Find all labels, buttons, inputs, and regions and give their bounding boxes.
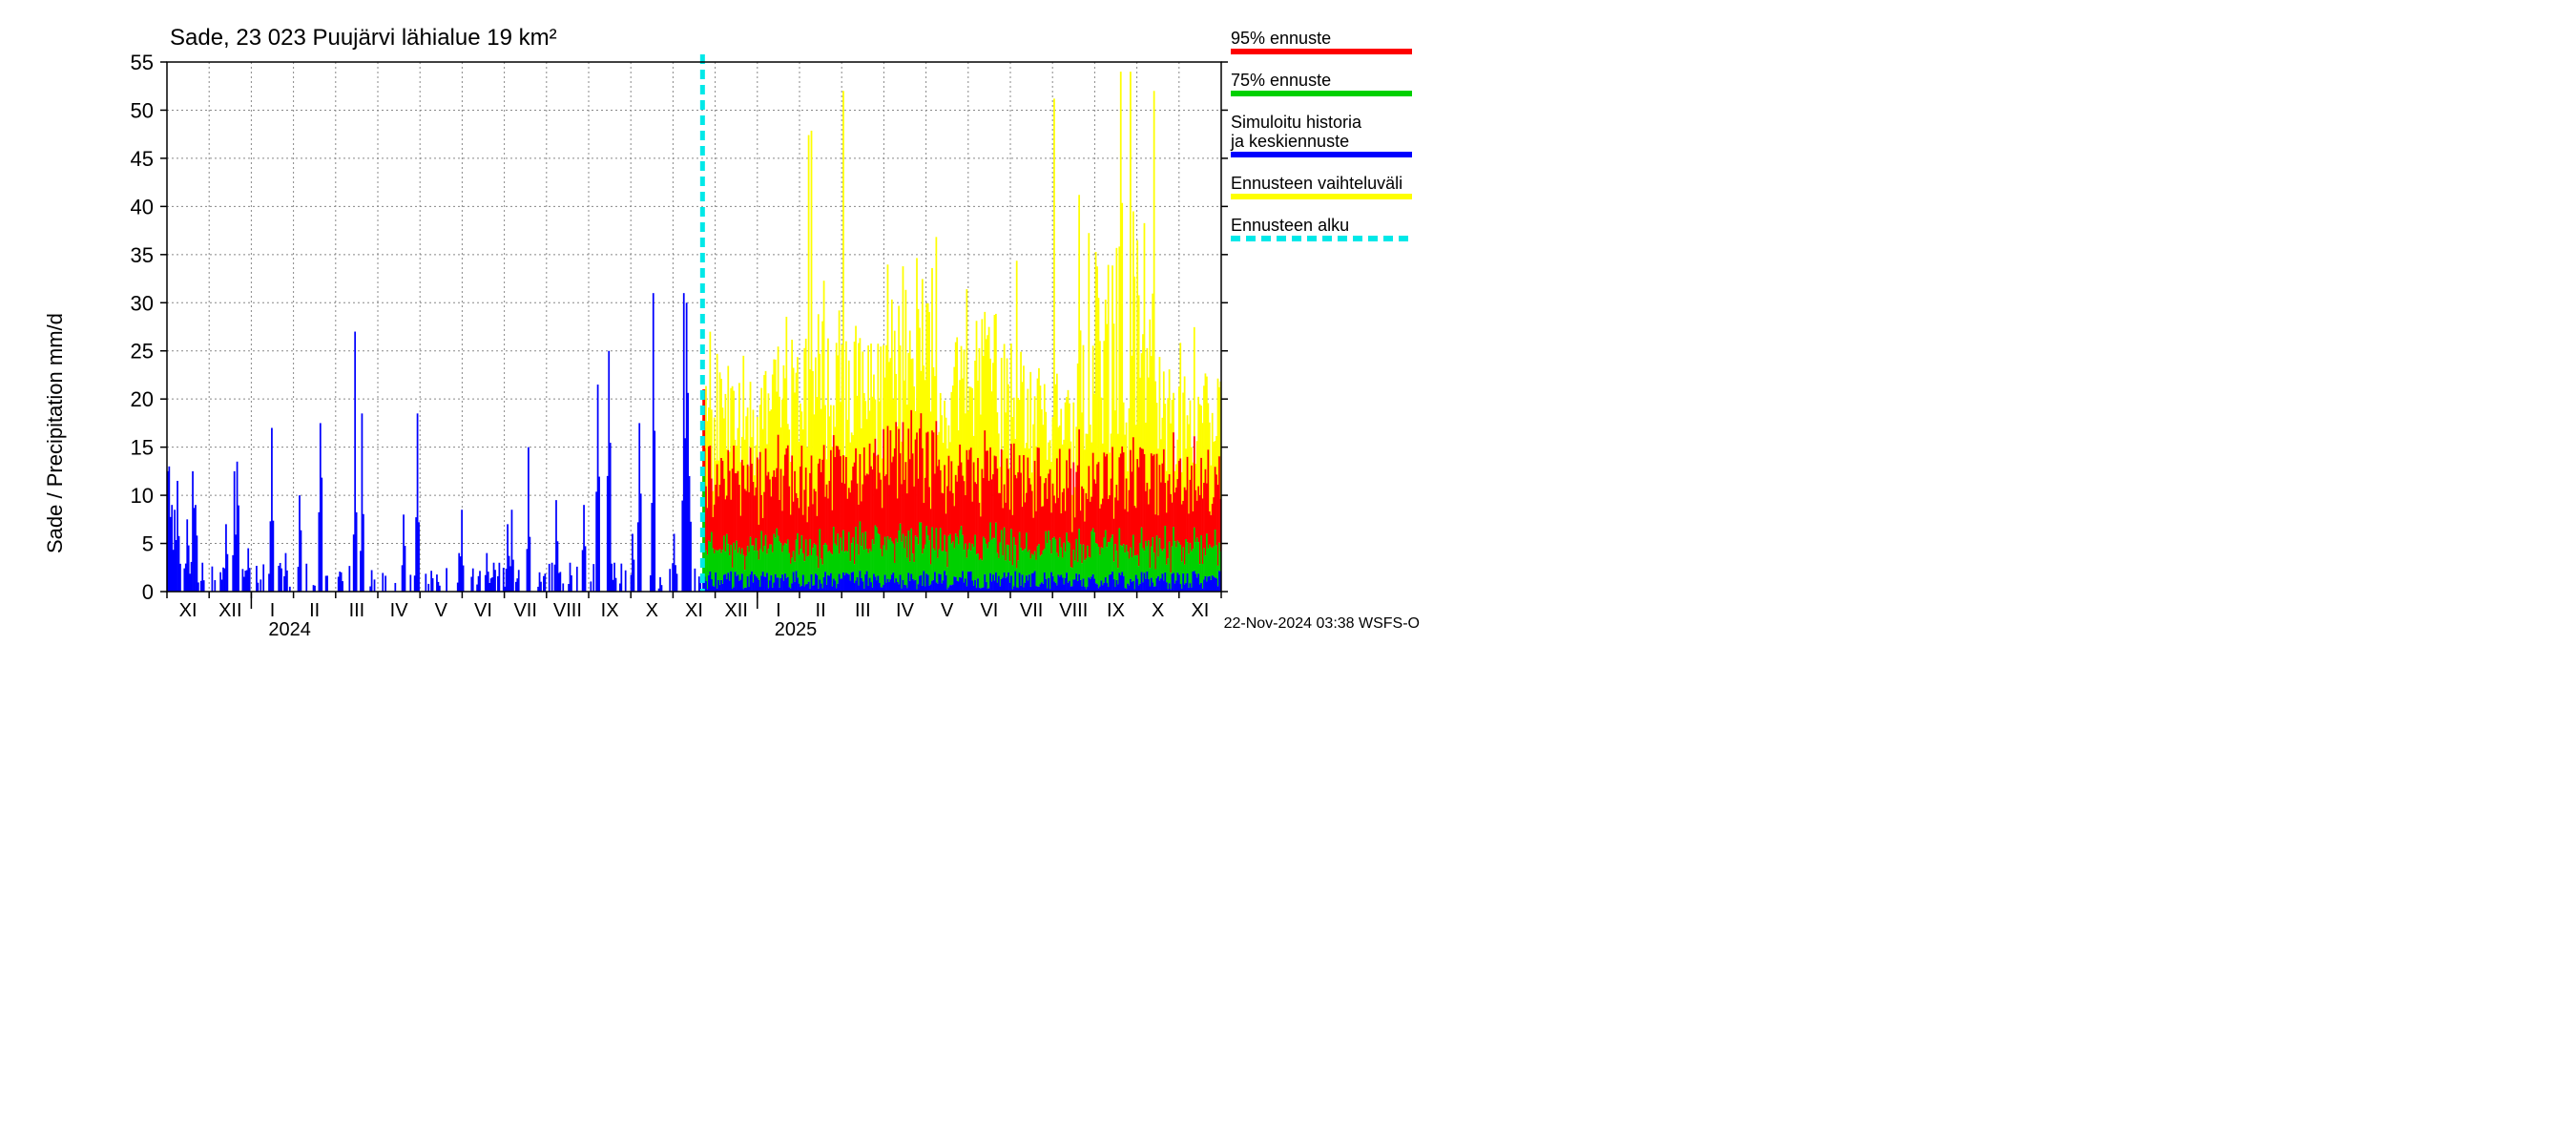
y-axis-label: Sade / Precipitation mm/d <box>43 313 67 553</box>
svg-text:55: 55 <box>131 51 154 74</box>
svg-text:XI: XI <box>685 600 703 621</box>
svg-text:XI: XI <box>1191 600 1209 621</box>
svg-text:2024: 2024 <box>268 619 311 639</box>
svg-text:VI: VI <box>980 600 998 621</box>
svg-text:ja keskiennuste: ja keskiennuste <box>1230 132 1349 151</box>
svg-text:X: X <box>646 600 658 621</box>
svg-text:II: II <box>816 600 826 621</box>
svg-text:IX: IX <box>1107 600 1125 621</box>
svg-text:IX: IX <box>601 600 619 621</box>
svg-text:V: V <box>941 600 954 621</box>
svg-text:Ennusteen vaihteluväli: Ennusteen vaihteluväli <box>1231 174 1402 193</box>
svg-text:75% ennuste: 75% ennuste <box>1231 71 1331 90</box>
svg-text:IV: IV <box>896 600 915 621</box>
svg-text:VIII: VIII <box>553 600 582 621</box>
svg-text:XII: XII <box>724 600 747 621</box>
svg-text:VI: VI <box>474 600 492 621</box>
svg-text:III: III <box>855 600 871 621</box>
svg-text:VII: VII <box>513 600 536 621</box>
svg-text:V: V <box>435 600 448 621</box>
svg-text:30: 30 <box>131 291 154 315</box>
svg-text:25: 25 <box>131 340 154 364</box>
svg-text:95% ennuste: 95% ennuste <box>1231 29 1331 48</box>
chart-svg: 0510152025303540455055XIXIIIIIIIIIVVVIVI… <box>0 0 1431 639</box>
svg-text:50: 50 <box>131 98 154 122</box>
svg-text:15: 15 <box>131 436 154 460</box>
svg-text:5: 5 <box>142 532 154 556</box>
svg-text:0: 0 <box>142 580 154 604</box>
svg-text:III: III <box>349 600 365 621</box>
svg-text:20: 20 <box>131 387 154 411</box>
svg-text:I: I <box>270 600 276 621</box>
chart-title: Sade, 23 023 Puujärvi lähialue 19 km² <box>170 25 557 51</box>
svg-text:35: 35 <box>131 243 154 267</box>
svg-text:40: 40 <box>131 195 154 219</box>
svg-text:II: II <box>309 600 320 621</box>
precipitation-chart: 0510152025303540455055XIXIIIIIIIIIVVVIVI… <box>0 0 1431 639</box>
svg-text:X: X <box>1152 600 1164 621</box>
svg-text:IV: IV <box>390 600 409 621</box>
svg-text:Simuloitu historia: Simuloitu historia <box>1231 113 1362 132</box>
svg-text:I: I <box>776 600 781 621</box>
svg-text:XII: XII <box>218 600 241 621</box>
svg-text:VIII: VIII <box>1059 600 1088 621</box>
chart-footer: 22-Nov-2024 03:38 WSFS-O <box>1224 615 1420 632</box>
svg-text:Ennusteen alku: Ennusteen alku <box>1231 216 1349 235</box>
svg-text:VII: VII <box>1020 600 1043 621</box>
svg-text:10: 10 <box>131 484 154 508</box>
svg-text:45: 45 <box>131 147 154 171</box>
svg-text:XI: XI <box>179 600 197 621</box>
svg-text:2025: 2025 <box>775 619 818 639</box>
